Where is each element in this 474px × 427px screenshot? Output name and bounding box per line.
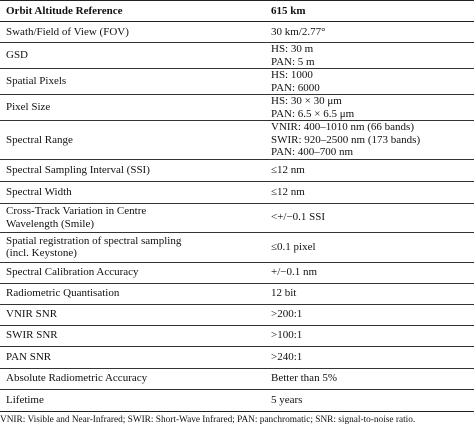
table-row: VNIR SNR >200:1 [0,304,474,326]
table-row: Spectral Sampling Interval (SSI) ≤12 nm [0,159,474,182]
parameter-cell: Cross-Track Variation in Centre Wavelengt… [0,203,265,233]
parameter-cell: Lifetime [0,389,265,412]
value-text: >200:1 [271,308,303,321]
value-text: HS: 1000 [271,69,313,81]
parameter-text: Spectral Calibration Accuracy [6,266,139,279]
parameter-cell: Spatial Pixels [0,68,265,95]
table-row: SWIR SNR >100:1 [0,325,474,347]
value-cell: HS: 1000 PAN: 6000 [265,68,474,95]
table-body: Swath/Field of View (FOV) 30 km/2.77° GSD H… [0,21,474,412]
value-text: VNIR: 400–1010 nm (66 bands) [271,121,414,133]
parameter-text: Spectral Width [6,185,72,198]
parameter-text: GSD [6,49,29,62]
parameter-cell: Pixel Size [0,94,265,121]
parameter-cell: Spectral Width [0,181,265,204]
value-cell: ≤12 nm [265,159,474,182]
value-cell: HS: 30 m PAN: 5 m [265,42,474,69]
value-cell: VNIR: 400–1010 nm (66 bands) SWIR: 920–25… [265,120,474,160]
table-row: Spatial registration of spectral samplin… [0,232,474,263]
parameter-text: Spectral Sampling Interval (SSI) [6,163,150,176]
value-cell: 12 bit [265,283,474,305]
table-row: GSD HS: 30 m PAN: 5 m [0,42,474,69]
header-value: 615 km [265,0,474,22]
value-text: 12 bit [271,287,297,300]
value-cell: >100:1 [265,325,474,347]
table-row: Spectral Range VNIR: 400–1010 nm (66 band… [0,120,474,160]
parameter-text: Spectral Range [6,133,73,146]
value-text: HS: 30 × 30 μm [271,95,342,107]
value-cell: ≤0.1 pixel [265,232,474,263]
parameter-text: Lifetime [6,393,44,406]
table-row: Absolute Radiometric Accuracy Better than… [0,368,474,390]
parameter-text: (incl. Keystone) [6,247,77,259]
value-cell: >240:1 [265,346,474,369]
value-text: HS: 30 m [271,43,314,55]
table-row: Spectral Width ≤12 nm [0,181,474,204]
value-text: +/−0.1 nm [271,266,318,279]
value-text: >100:1 [271,329,303,342]
parameter-cell: GSD [0,42,265,69]
value-text: 30 km/2.77° [271,25,326,38]
parameter-cell: Spatial registration of spectral samplin… [0,232,265,263]
table-row: Lifetime 5 years [0,389,474,412]
parameter-cell: Swath/Field of View (FOV) [0,21,265,43]
value-cell: <+/−0.1 SSI [265,203,474,233]
value-cell: >200:1 [265,304,474,326]
value-text: <+/−0.1 SSI [271,211,326,224]
value-cell: 5 years [265,389,474,412]
parameter-text: Pixel Size [6,101,51,114]
value-cell: Better than 5% [265,368,474,390]
parameter-cell: Spectral Sampling Interval (SSI) [0,159,265,182]
parameter-cell: Radiometric Quantisation [0,283,265,305]
value-cell: ≤12 nm [265,181,474,204]
parameter-text: Wavelength (Smile) [6,217,95,230]
parameter-cell: PAN SNR [0,346,265,369]
table-row: Cross-Track Variation in Centre Wavelengt… [0,203,474,233]
parameter-cell: SWIR SNR [0,325,265,347]
parameter-text: PAN SNR [6,350,52,363]
table-row: Spectral Calibration Accuracy +/−0.1 nm [0,262,474,284]
table-row: PAN SNR >240:1 [0,346,474,369]
table-row: Swath/Field of View (FOV) 30 km/2.77° [0,21,474,43]
value-text: Better than 5% [271,372,337,385]
table-row: Pixel Size HS: 30 × 30 μm PAN: 6.5 × 6.5 μ… [0,94,474,121]
parameter-cell: Spectral Range [0,120,265,160]
table-header-row: Orbit Altitude Reference 615 km [0,0,474,22]
value-text: >240:1 [271,350,303,363]
parameter-cell: Absolute Radiometric Accuracy [0,368,265,390]
table-header: Orbit Altitude Reference 615 km [0,0,474,22]
value-text: PAN: 6.5 × 6.5 μm [271,107,355,120]
parameter-text: Cross-Track Variation in Centre [6,205,147,217]
parameter-text: Spatial registration of spectral samplin… [6,234,182,247]
value-text: PAN: 400–700 nm [271,146,354,158]
specifications-table: Orbit Altitude Reference 615 km Swath/Fi… [0,0,474,412]
parameter-text: Spatial Pixels [6,75,67,88]
value-cell: HS: 30 × 30 μm PAN: 6.5 × 6.5 μm [265,94,474,121]
value-cell: +/−0.1 nm [265,262,474,284]
table-footnote: VNIR: Visible and Near-Infrared; SWIR: S… [0,415,416,425]
parameter-cell: Spectral Calibration Accuracy [0,262,265,284]
header-parameter: Orbit Altitude Reference [0,0,265,22]
parameter-text: Radiometric Quantisation [6,287,120,300]
parameter-cell: VNIR SNR [0,304,265,326]
value-text: SWIR: 920–2500 nm (173 bands) [271,133,421,146]
parameter-text: Absolute Radiometric Accuracy [6,372,148,385]
value-text: PAN: 5 m [271,55,315,68]
parameter-text: VNIR SNR [6,308,58,321]
value-text: ≤12 nm [271,185,305,198]
value-text: ≤0.1 pixel [271,240,316,253]
parameter-text: SWIR SNR [6,329,58,342]
value-text: PAN: 6000 [271,81,320,94]
table-row: Spatial Pixels HS: 1000 PAN: 6000 [0,68,474,95]
parameter-text: Swath/Field of View (FOV) [6,25,129,38]
value-text: 5 years [271,393,303,406]
value-cell: 30 km/2.77° [265,21,474,43]
specifications-table-container: Orbit Altitude Reference 615 km Swath/Fi… [0,0,474,412]
value-text: ≤12 nm [271,163,305,176]
table-row: Radiometric Quantisation 12 bit [0,283,474,305]
